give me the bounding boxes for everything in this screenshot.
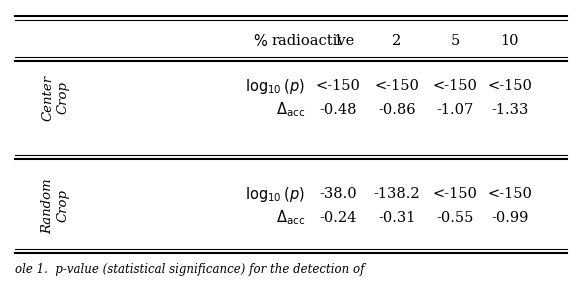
Text: <-150: <-150 — [488, 79, 533, 93]
Text: -0.48: -0.48 — [320, 103, 357, 117]
Text: <-150: <-150 — [432, 79, 477, 93]
Text: <-150: <-150 — [375, 79, 420, 93]
Text: <-150: <-150 — [315, 79, 360, 93]
Text: $\Delta_{\mathrm{acc}}$: $\Delta_{\mathrm{acc}}$ — [276, 101, 305, 119]
Text: <-150: <-150 — [432, 187, 477, 201]
Text: $\%$: $\%$ — [253, 33, 268, 49]
Text: Random
Crop: Random Crop — [41, 178, 69, 234]
Text: -1.33: -1.33 — [491, 103, 528, 117]
Text: $\Delta_{\mathrm{acc}}$: $\Delta_{\mathrm{acc}}$ — [276, 209, 305, 227]
Text: -1.07: -1.07 — [436, 103, 474, 117]
Text: -0.24: -0.24 — [320, 211, 357, 225]
Text: $\log_{10}(p)$: $\log_{10}(p)$ — [246, 76, 305, 95]
Text: 10: 10 — [501, 34, 519, 48]
Text: -38.0: -38.0 — [319, 187, 357, 201]
Text: -0.55: -0.55 — [436, 211, 474, 225]
Text: 2: 2 — [392, 34, 402, 48]
Text: Center
Crop: Center Crop — [41, 75, 69, 121]
Text: $\log_{10}(p)$: $\log_{10}(p)$ — [246, 184, 305, 203]
Text: radioactive: radioactive — [272, 34, 355, 48]
Text: <-150: <-150 — [488, 187, 533, 201]
Text: -0.99: -0.99 — [491, 211, 528, 225]
Text: ole 1.  p-value (statistical significance) for the detection of: ole 1. p-value (statistical significance… — [15, 263, 364, 277]
Text: -0.86: -0.86 — [378, 103, 416, 117]
Text: -0.31: -0.31 — [378, 211, 416, 225]
Text: 5: 5 — [450, 34, 460, 48]
Text: -138.2: -138.2 — [374, 187, 420, 201]
Text: 1: 1 — [333, 34, 343, 48]
